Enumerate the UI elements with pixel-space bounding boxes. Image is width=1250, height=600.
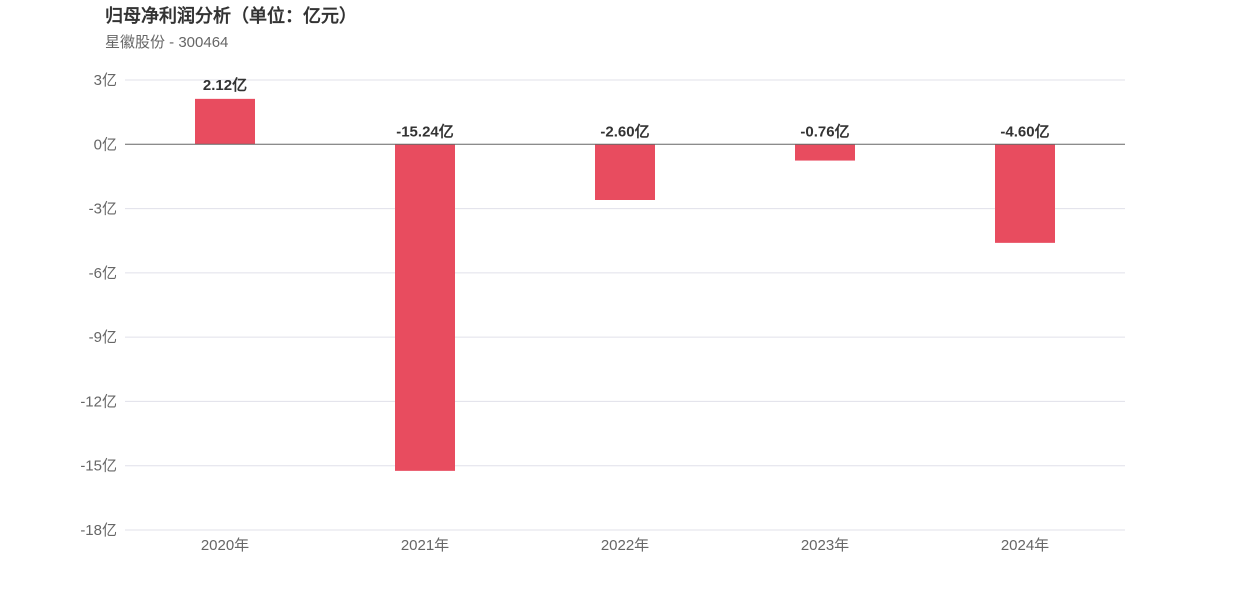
y-tick-label: 3亿: [94, 72, 117, 89]
bars: [195, 98, 1055, 471]
grid-lines: [125, 79, 1125, 531]
x-tick-label: 2022年: [601, 537, 649, 554]
data-label: 2.12亿: [203, 76, 247, 94]
y-tick-label: -18亿: [80, 522, 117, 539]
bar: [395, 144, 455, 471]
bar: [595, 144, 655, 200]
y-tick-label: -15亿: [80, 458, 117, 475]
bar: [995, 144, 1055, 243]
data-label: -4.60亿: [1000, 122, 1049, 140]
x-tick-label: 2021年: [401, 537, 449, 554]
y-tick-label: -3亿: [89, 201, 117, 218]
data-label: -15.24亿: [396, 122, 454, 140]
chart-title: 归母净利润分析（单位：亿元）: [105, 6, 357, 26]
x-tick-label: 2023年: [801, 537, 849, 554]
x-tick-label: 2020年: [201, 537, 249, 554]
data-label: -0.76亿: [800, 122, 849, 140]
chart-subtitle: 星徽股份 - 300464: [105, 34, 229, 51]
y-tick-label: -6亿: [89, 265, 117, 282]
bar: [795, 144, 855, 161]
x-tick-label: 2024年: [1001, 537, 1049, 554]
data-labels: 2.12亿 -15.24亿 -2.60亿 -0.76亿 -4.60亿: [203, 76, 1050, 140]
y-tick-label: 0亿: [94, 136, 117, 153]
y-tick-label: -9亿: [89, 329, 117, 346]
bar: [195, 98, 255, 145]
x-axis-ticks: 2020年 2021年 2022年 2023年 2024年: [201, 537, 1049, 554]
y-tick-label: -12亿: [80, 393, 117, 410]
data-label: -2.60亿: [600, 122, 649, 140]
y-axis-ticks: 3亿 0亿 -3亿 -6亿 -9亿 -12亿 -15亿 -18亿: [80, 72, 117, 539]
